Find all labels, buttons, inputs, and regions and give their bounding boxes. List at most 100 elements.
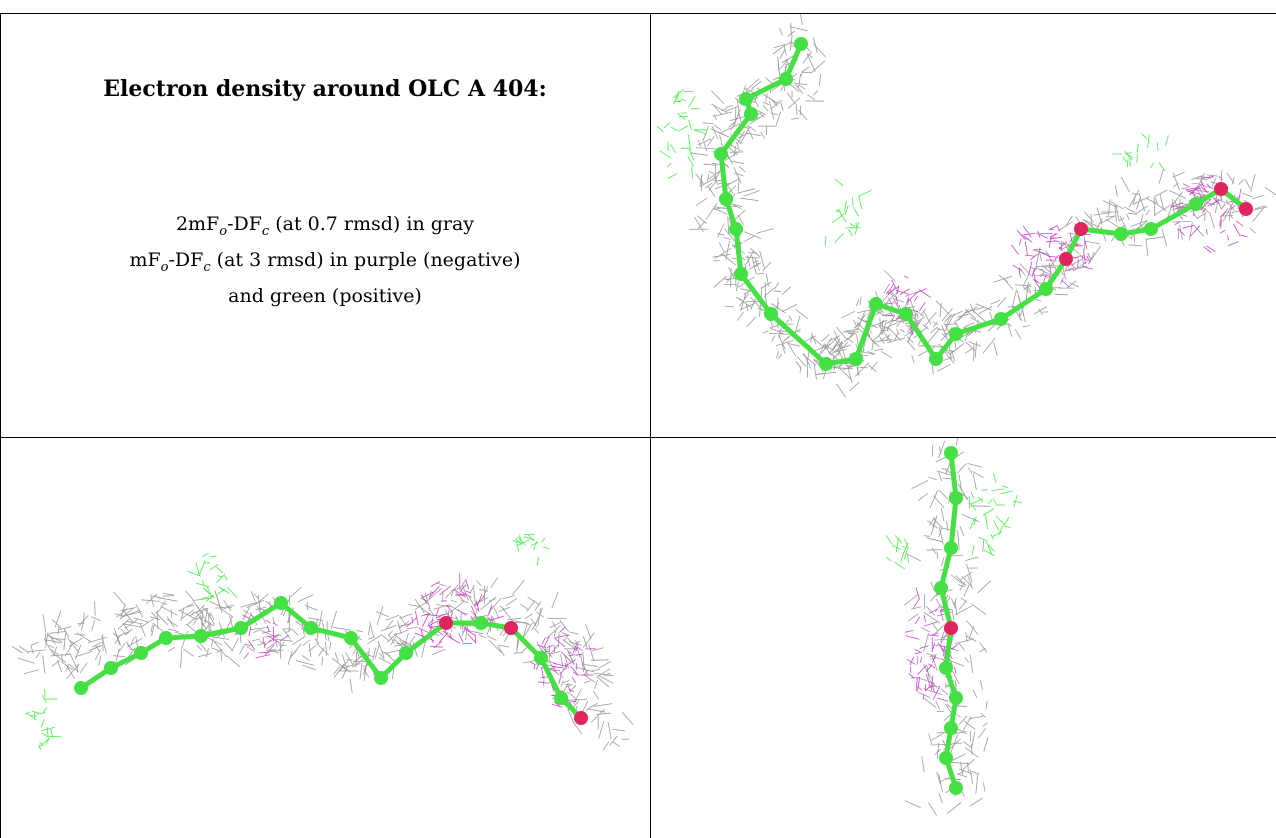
carbon-atom [949,491,963,505]
oxygen-atom [1059,252,1073,266]
bond [738,271,774,317]
bond [948,450,959,501]
green-positive-mesh [885,534,910,570]
bond [733,226,744,277]
caption-title: Electron density around OLC A 404: [103,76,547,102]
oxygen-atom [439,616,453,630]
carbon-atom [134,646,148,660]
carbon-atom [304,621,318,635]
carbon-atom [869,297,883,311]
oxygen-atom [1074,222,1088,236]
bond [948,495,959,551]
carbon-atom [1144,222,1158,236]
panel-bottom-right [651,438,1276,838]
carbon-atom [194,629,208,643]
carbon-atom [74,681,88,695]
table-border-middle [0,437,1276,438]
bond [508,625,544,661]
carbon-atom [719,192,733,206]
green-positive-mesh [187,552,238,602]
carbon-atom [939,661,953,675]
carbon-atom [944,541,958,555]
bond [718,111,754,157]
carbon-atom [399,646,413,660]
oxygen-atom [504,621,518,635]
green-positive-mesh [824,178,872,246]
carbon-atom [474,616,488,630]
ligand-stick-model [934,446,963,795]
bond [538,655,564,701]
bond [998,286,1049,322]
carbon-atom [554,691,568,705]
bond [768,311,829,367]
carbon-atom [1189,197,1203,211]
bond [348,635,384,681]
carbon-atom [949,327,963,341]
table-border-top [0,13,1276,14]
purple-negative-mesh [884,275,932,335]
carbon-atom [729,222,743,236]
carbon-atom [104,661,118,675]
table-border-left [0,13,1,838]
bond [718,151,729,202]
density-view-1 [656,14,1276,398]
density-view-2 [11,534,634,751]
carbon-atom [714,147,728,161]
carbon-atom [739,92,753,106]
green-positive-mesh [968,472,1023,557]
carbon-atom [949,691,963,705]
density-view-3 [885,438,1023,816]
bond [403,620,449,656]
carbon-atom [949,781,963,795]
carbon-atom [899,307,913,321]
carbon-atom [794,37,808,51]
green-positive-mesh [656,89,708,179]
carbon-atom [344,631,358,645]
carbon-atom [849,352,863,366]
carbon-atom [944,721,958,735]
oxygen-atom [944,621,958,635]
carbon-atom [1039,282,1053,296]
bond [238,600,284,631]
carbon-atom [734,267,748,281]
carbon-atom [944,446,958,460]
carbon-atom [534,651,548,665]
purple-negative-mesh [1170,176,1248,254]
bond [743,76,789,102]
green-positive-mesh [24,688,62,751]
oxygen-atom [1239,202,1253,216]
oxygen-atom [574,711,588,725]
carbon-atom [819,357,833,371]
carbon-atom [1114,227,1128,241]
carbon-atom [159,631,173,645]
carbon-atom [929,352,943,366]
carbon-atom [939,751,953,765]
bond [1148,201,1199,232]
bond [903,311,939,362]
carbon-atom [994,312,1008,326]
carbon-atom [744,107,758,121]
green-positive-mesh [512,534,550,567]
carbon-atom [764,307,778,321]
bond [853,301,879,362]
carbon-atom [274,596,288,610]
legend-line-positive: and green (positive) [228,284,422,307]
carbon-atom [374,671,388,685]
panel-top-right [651,14,1276,437]
gray-density-mesh [688,14,1276,398]
legend-line-fofc: mFo-DFc (at 3 rmsd) in purple (negative) [129,248,521,275]
green-positive-mesh [1112,133,1169,171]
purple-negative-mesh [1011,225,1093,292]
legend-line-2fofc: 2mFo-DFc (at 0.7 rmsd) in gray [175,213,475,239]
table-border-center [650,13,651,838]
carbon-atom [934,581,948,595]
caption-cell: Electron density around OLC A 404: 2mFo-… [0,0,650,437]
carbon-atom [779,72,793,86]
caption-legend: 2mFo-DFc (at 0.7 rmsd) in gray mFo-DFc (… [0,210,650,310]
ligand-stick-model [714,37,1253,371]
carbon-atom [234,621,248,635]
ligand-stick-model [74,596,588,725]
panel-bottom-left [1,438,650,838]
oxygen-atom [1214,182,1228,196]
